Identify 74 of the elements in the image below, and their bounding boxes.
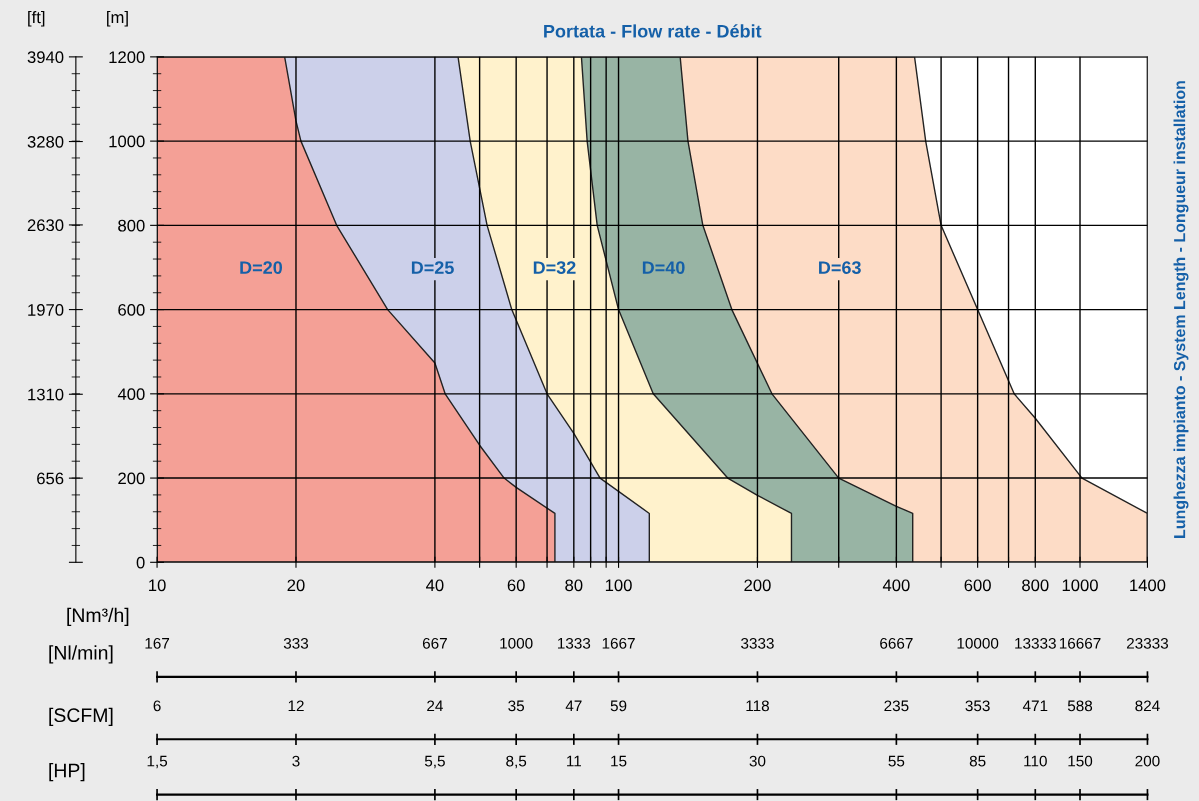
y2-tick-label: 3280	[27, 135, 64, 148]
text: 333	[283, 637, 309, 649]
text: 167	[145, 637, 170, 649]
series-label: D=20	[240, 261, 283, 274]
text: 55	[888, 755, 905, 767]
text: 47	[565, 700, 582, 712]
text: 11	[567, 755, 582, 767]
x-tick-label: 40	[426, 579, 444, 592]
x-tick-label: 800	[1022, 579, 1049, 592]
x-tick-label: 10	[149, 579, 166, 592]
y2-tick-label: 3940	[27, 51, 64, 64]
text: Lunghezza impianto - System Length - Longueur installation	[1173, 81, 1189, 538]
x-tick-label: 1000	[1062, 579, 1098, 592]
y-tick-label: 800	[118, 219, 145, 232]
text: 13333	[1015, 637, 1056, 649]
text: 353	[965, 700, 990, 712]
text: 59	[610, 700, 627, 712]
x-tick-label: 100	[605, 579, 632, 592]
text: 6667	[880, 637, 913, 649]
y-tick-label: 0	[136, 556, 145, 569]
y2-tick-label: 1970	[28, 303, 64, 316]
y-tick-label: 400	[117, 388, 145, 401]
text: 118	[746, 700, 769, 712]
x-tick-label: 400	[882, 579, 910, 592]
y2-tick-label: 2630	[27, 219, 64, 232]
text: 85	[969, 755, 986, 767]
text: 30	[749, 755, 766, 767]
text: 235	[884, 700, 909, 712]
text: 471	[1022, 700, 1048, 712]
series-label: D=40	[642, 261, 685, 274]
text: [SCFM]	[49, 707, 113, 726]
series-label: D=32	[533, 261, 576, 275]
text: 3	[292, 755, 300, 767]
y-tick-label: 600	[118, 303, 145, 316]
y-tick-label: 200	[118, 472, 145, 485]
x-tick-label: 60	[507, 579, 525, 592]
y2-axis-title: [ft]	[28, 11, 45, 27]
x-axis-title: [Nm³/h]	[67, 607, 129, 626]
text: 150	[1068, 755, 1093, 767]
y-tick-label: 1000	[109, 135, 145, 148]
text: 35	[508, 700, 525, 712]
text: 10000	[957, 637, 999, 649]
text: 16667	[1059, 637, 1101, 649]
text: 1667	[602, 637, 635, 649]
x-tick-label: 20	[287, 579, 305, 592]
text: 6	[153, 700, 161, 712]
text: 24	[427, 700, 443, 712]
text: 12	[288, 700, 304, 712]
x-tick-label: 1400	[1130, 579, 1166, 592]
text: [HP]	[49, 763, 85, 782]
text: 667	[422, 637, 447, 649]
text: 200	[1135, 755, 1160, 767]
text: 8,5	[506, 755, 527, 769]
text: [Nl/min]	[49, 645, 113, 664]
chart-title: Portata - Flow rate - Débit	[544, 24, 762, 38]
text: 824	[1135, 700, 1160, 712]
text: 1000	[500, 637, 533, 649]
x-tick-label: 200	[744, 579, 771, 592]
text: 23333	[1126, 637, 1169, 649]
y-tick-label: 1200	[109, 51, 145, 64]
text: 588	[1067, 700, 1093, 712]
text: 1,5	[147, 755, 168, 769]
text: 15	[611, 755, 627, 767]
x-tick-label: 80	[565, 579, 583, 592]
series-label: D=63	[819, 261, 861, 275]
x-tick-label: 600	[964, 579, 991, 592]
y-axis-title: [m]	[107, 11, 128, 27]
y2-tick-label: 1310	[28, 388, 64, 401]
y2-tick-label: 656	[37, 472, 64, 485]
text: 3333	[741, 637, 774, 649]
text: 110	[1024, 755, 1047, 767]
text: 1333	[557, 637, 591, 649]
series-label: D=25	[411, 261, 454, 274]
text: 5,5	[424, 755, 445, 769]
